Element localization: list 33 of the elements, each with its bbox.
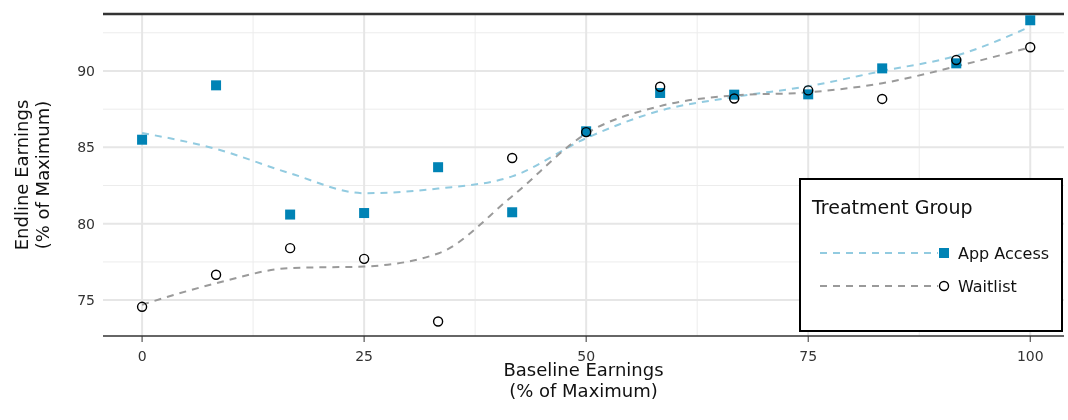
point [1025,15,1036,26]
point [803,85,814,96]
point [876,93,888,105]
point [877,63,888,74]
point [506,152,518,164]
x-tick-label: 75 [799,348,818,364]
y-tick-label: 90 [77,62,95,79]
point [359,208,370,219]
point [136,301,148,313]
point [654,81,666,92]
y-tick-label: 80 [77,215,95,232]
point [285,209,296,220]
point [433,162,444,173]
point [137,134,148,145]
point [358,253,370,265]
x-tick-label: 25 [355,348,374,364]
legend-title: Treatment Group [811,196,973,218]
point [1025,42,1036,53]
y-tick-label: 75 [77,292,95,308]
point [951,54,962,66]
point [507,207,518,218]
y-axis-title: Endline Earnings (% of Maximum) [11,99,53,251]
y-tick-label: 85 [77,139,95,156]
point [729,93,740,104]
point [432,316,444,327]
point [211,80,222,91]
x-tick-label: 50 [577,348,596,364]
x-tick-label: 100 [1016,348,1044,364]
point [284,242,296,254]
legend-label: App Access [958,243,1050,263]
x-tick-label: 0 [137,348,147,364]
point [210,269,222,280]
legend-label: Waitlist [958,276,1017,296]
